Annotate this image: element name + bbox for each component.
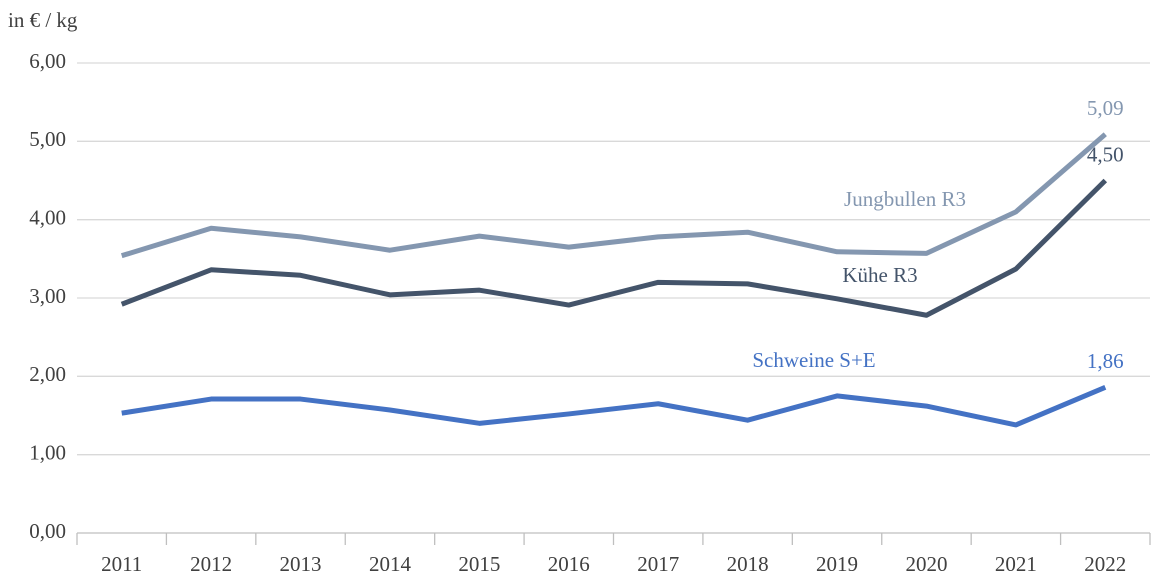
y-tick-label: 2,00 [29,362,66,386]
x-tick-label: 2012 [190,552,232,576]
series-label: Schweine S+E [752,348,875,372]
y-tick-label: 3,00 [29,284,66,308]
x-tick-label: 2021 [995,552,1037,576]
x-tick-label: 2018 [727,552,769,576]
value-label: 1,86 [1087,349,1124,373]
series-line [121,384,1107,428]
y-tick-label: 4,00 [29,205,66,229]
y-tick-label: 6,00 [29,49,66,73]
x-tick-label: 2017 [637,552,679,576]
x-tick-label: 2019 [816,552,858,576]
series-label: Jungbullen R3 [844,187,966,211]
x-tick-label: 2013 [280,552,322,576]
value-label: 4,50 [1087,142,1124,166]
y-tick-label: 1,00 [29,440,66,464]
series-line [120,132,1107,259]
x-tick-label: 2014 [369,552,412,576]
x-tick-label: 2020 [905,552,947,576]
y-tick-label: 0,00 [29,519,66,543]
x-tick-label: 2015 [458,552,500,576]
series-label: Kühe R3 [842,263,917,287]
series-line [120,178,1108,318]
y-tick-label: 5,00 [29,127,66,151]
value-label: 5,09 [1087,96,1124,120]
x-tick-label: 2016 [548,552,590,576]
y-axis-label: in € / kg [8,8,78,32]
x-tick-label: 2011 [101,552,142,576]
x-tick-label: 2022 [1084,552,1126,576]
